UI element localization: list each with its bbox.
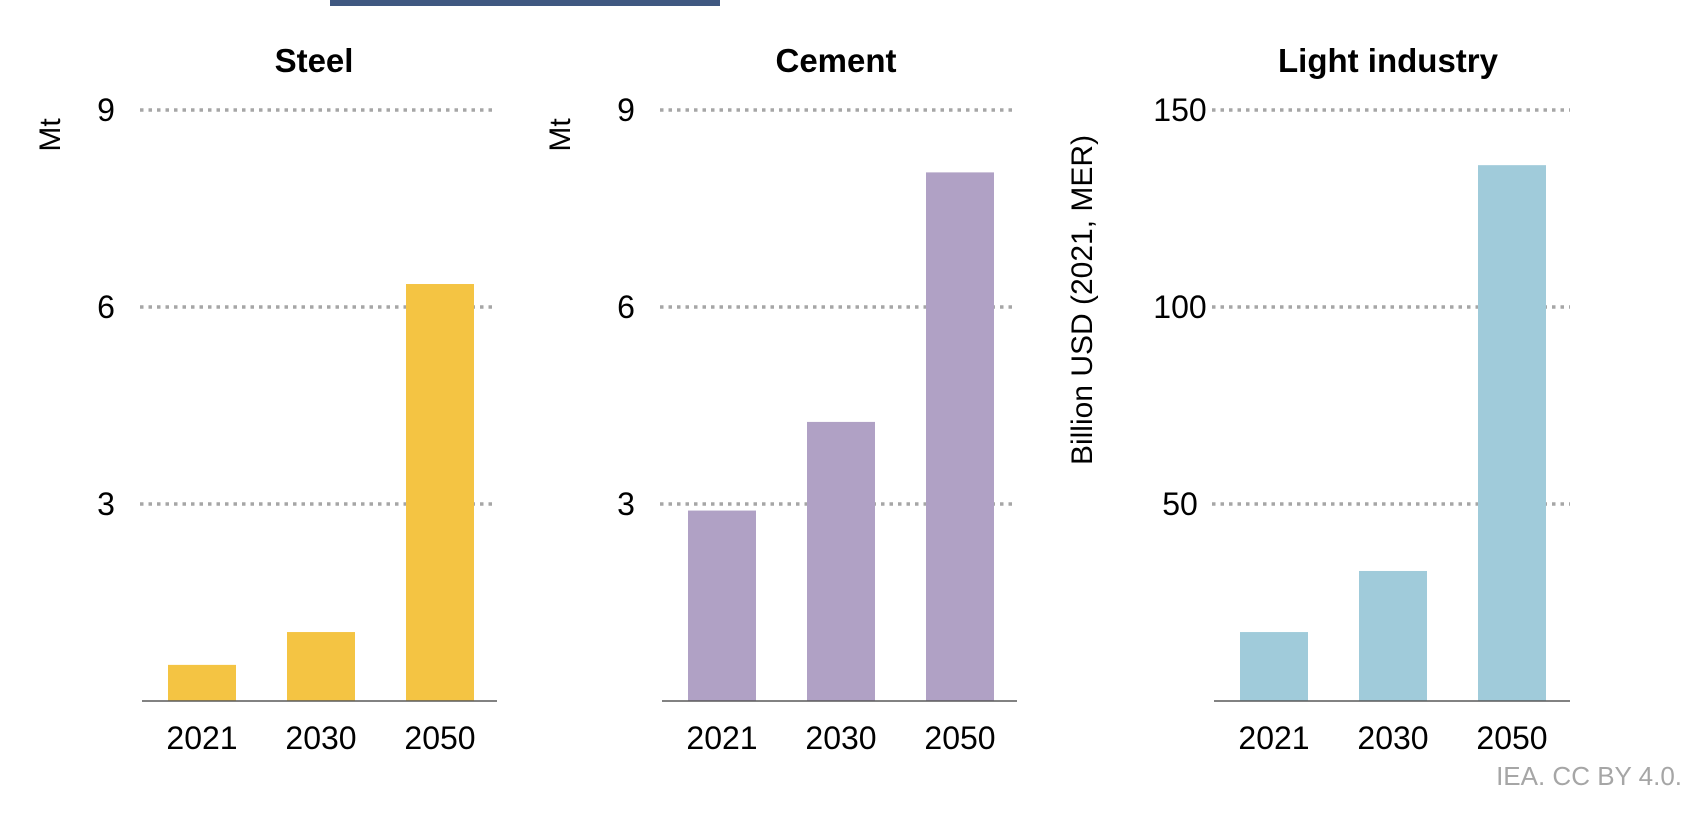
y-tick-label: 9	[97, 92, 115, 128]
panel-title: Cement	[775, 42, 896, 79]
x-tick-label: 2030	[805, 720, 876, 756]
bar-2021	[168, 664, 236, 701]
x-tick-label: 2021	[1238, 720, 1309, 756]
y-tick-label: 6	[617, 289, 635, 325]
panel-title: Steel	[275, 42, 354, 79]
bar-2050	[406, 284, 474, 701]
bar-2030	[807, 421, 875, 701]
bar-2021	[1240, 632, 1308, 701]
y-tick-label: 6	[97, 289, 115, 325]
bar-2050	[926, 172, 994, 702]
panel-title: Light industry	[1278, 42, 1499, 79]
x-tick-label: 2050	[1476, 720, 1547, 756]
y-tick-label: 9	[617, 92, 635, 128]
panel-light-industry: Light industry Billion USD (2021, MER) 50 1…	[1066, 42, 1570, 756]
cropped-title-fragment	[330, 0, 720, 6]
y-axis-label: Mt	[544, 118, 577, 152]
x-tick-label: 2021	[686, 720, 757, 756]
x-tick-label: 2030	[285, 720, 356, 756]
x-tick-label: 2030	[1357, 720, 1428, 756]
bar-2030	[287, 632, 355, 701]
x-tick-label: 2021	[166, 720, 237, 756]
bar-2021	[688, 510, 756, 701]
panel-cement: Cement Mt 3 6 9 2021 2030 2050	[544, 42, 1017, 756]
y-tick-label: 100	[1153, 289, 1206, 325]
bar-2030	[1359, 570, 1427, 701]
y-tick-label: 50	[1162, 486, 1198, 522]
y-tick-label: 3	[97, 486, 115, 522]
y-axis-label: Billion USD (2021, MER)	[1066, 135, 1099, 465]
source-credit: IEA. CC BY 4.0.	[1496, 761, 1682, 791]
y-tick-label: 3	[617, 486, 635, 522]
panel-steel: Steel Mt 3 6 9 2021 2030 2050	[34, 42, 497, 756]
x-tick-label: 2050	[924, 720, 995, 756]
bar-2050	[1478, 165, 1546, 701]
x-tick-label: 2050	[404, 720, 475, 756]
y-axis-label: Mt	[34, 118, 67, 152]
y-tick-label: 150	[1153, 92, 1206, 128]
